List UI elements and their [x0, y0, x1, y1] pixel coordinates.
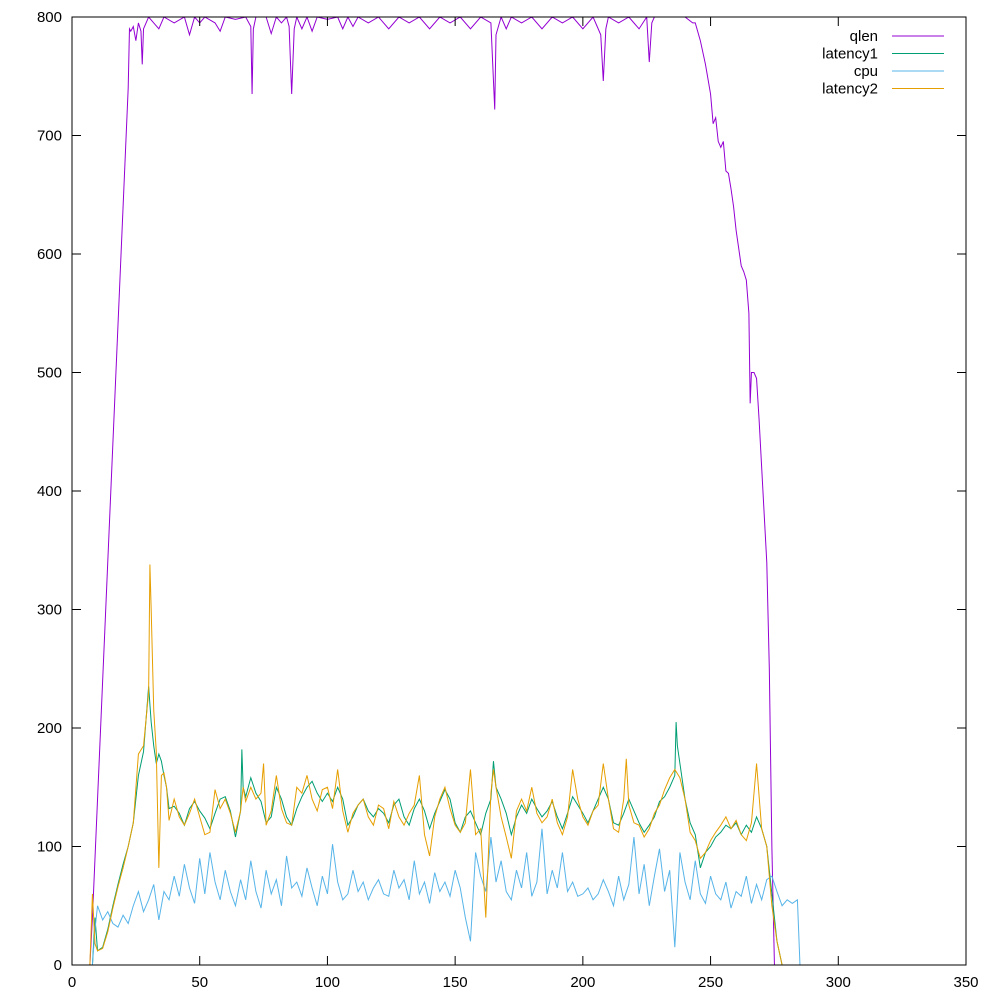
x-tick-label: 300 — [826, 974, 851, 991]
y-tick-label: 800 — [37, 9, 62, 26]
series-line-latency1 — [91, 686, 783, 965]
x-tick-label: 100 — [315, 974, 340, 991]
y-tick-label: 300 — [37, 602, 62, 619]
legend-label-latency2: latency2 — [822, 81, 878, 98]
y-tick-label: 100 — [37, 839, 62, 856]
series-layer — [84, 17, 801, 965]
legend-label-latency1: latency1 — [822, 46, 878, 63]
y-tick-label: 400 — [37, 483, 62, 500]
series-line-latency2 — [89, 564, 783, 965]
x-tick-label: 150 — [443, 974, 468, 991]
legend-label-qlen: qlen — [850, 28, 878, 45]
y-tick-label: 0 — [54, 957, 62, 974]
x-tick-label: 250 — [698, 974, 723, 991]
y-tick-label: 600 — [37, 246, 62, 263]
x-tick-label: 200 — [570, 974, 595, 991]
series-line-cpu — [91, 828, 801, 965]
x-tick-label: 350 — [953, 974, 978, 991]
y-tick-label: 500 — [37, 365, 62, 382]
axis-ticks: 0 50 100 150 200 250 300 350 0 100 200 300 400 500 600… — [37, 9, 979, 991]
legend-label-cpu: cpu — [854, 63, 878, 80]
x-tick-label: 50 — [191, 974, 208, 991]
x-tick-label: 0 — [68, 974, 76, 991]
y-tick-label: 200 — [37, 720, 62, 737]
y-tick-label: 700 — [37, 128, 62, 145]
series-line-qlen — [84, 17, 780, 965]
